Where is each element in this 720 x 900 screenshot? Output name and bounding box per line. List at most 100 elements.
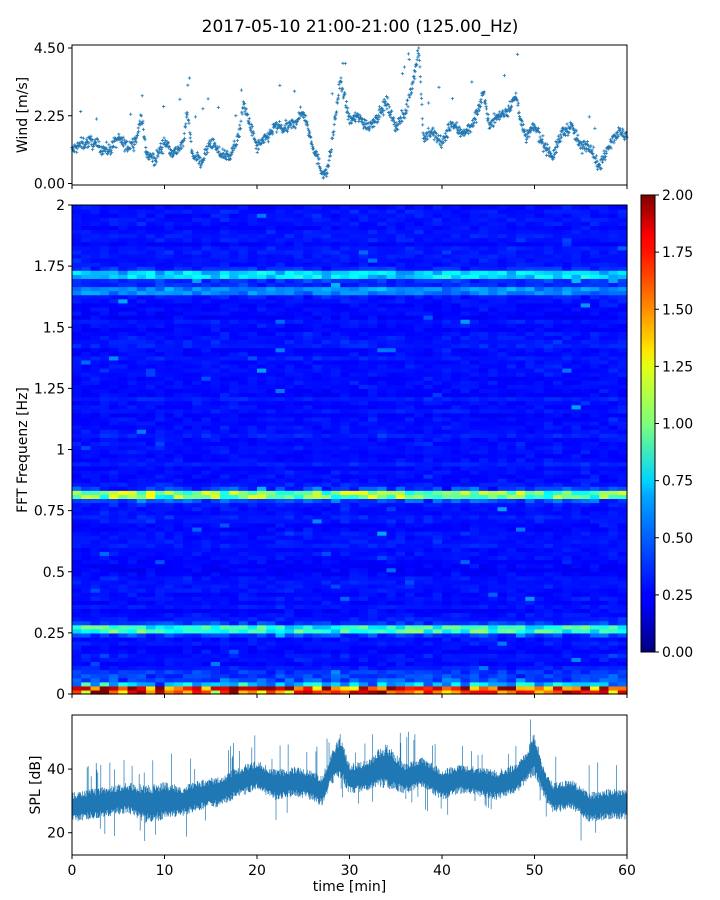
spectrogram-cell [229,628,240,634]
spectrogram-cell [617,543,628,548]
spectrogram-cell [442,490,452,495]
spectrogram-cell [349,469,360,475]
spectrogram-cell [275,641,286,646]
spectrogram-cell [312,473,323,479]
spectrogram-cell [284,661,295,667]
spectrogram-cell [220,685,230,691]
spectrogram-cell [229,478,240,483]
spectrogram-cell [173,510,184,516]
spectrogram-cell [340,575,351,581]
spectrogram-cell [146,494,156,499]
spectrogram-cell [608,592,619,597]
spectrogram-cell [469,555,480,561]
spectrogram-cell [608,571,619,577]
wind-point [201,107,205,111]
spectrogram-cell [247,502,258,508]
spectrogram-cell [497,673,508,679]
spectrogram-cell [201,579,212,585]
spectrogram-cell [590,510,600,516]
spectrogram-cell [312,645,323,650]
spectrogram-cell [469,543,480,548]
spectrogram-cell [146,657,156,662]
spectrogram-cell [395,531,406,536]
spectrogram-cell [321,612,332,618]
spectrogram-cell [146,641,156,646]
spectrogram-cell [238,641,249,646]
spectrogram-cell [469,457,480,463]
spectrogram-cell [432,596,443,601]
spectrogram-cell [368,469,378,475]
spectrogram-cell [479,465,489,471]
spectrogram-cell [479,461,489,467]
spectrogram-cell [229,502,240,508]
spectrogram-cell [90,596,101,601]
spectrogram-cell [164,514,175,520]
spectrogram-cell [229,632,240,638]
spectrogram-cell [590,482,600,487]
spectrogram-cell [312,498,323,504]
spectrogram-cell [99,575,110,581]
spectrogram-cell [414,669,425,675]
spectrogram-cell [543,486,554,491]
spectrogram-cell [164,478,175,483]
spectrogram-cell [136,543,147,548]
wind-point [328,153,332,158]
spectrogram-cell [553,514,563,520]
spectrogram-cell [590,583,600,589]
spectrogram-cell [99,673,110,679]
spectrogram-cell [377,563,388,569]
spectrogram-cell [497,616,508,622]
spectrogram-cell [608,685,619,691]
spectrogram-cell [210,535,221,540]
spectrogram-cell [534,543,545,548]
spectrogram-cell [183,677,193,683]
spectrogram-cell [516,502,526,508]
spectrogram-cell [599,616,610,622]
spectrogram-cell [238,526,249,532]
wind-point [484,107,489,111]
spectrogram-cell [617,506,628,512]
spectrogram-cell [617,490,628,495]
spectrogram-cell [331,478,341,483]
spectrogram-cell [442,559,452,565]
spectrogram-cell [275,543,286,548]
spectrogram-cell [294,563,304,569]
spectrogram-cell [395,473,406,479]
wind-point [412,74,416,78]
spectrogram-cell [284,616,295,622]
spectrogram-cell [451,543,462,548]
spectrogram-cell [127,473,138,479]
spectrogram-cell [303,636,314,642]
spectrogram-cell [118,494,129,499]
spectrogram-cell [127,547,138,552]
spectrogram-cell [266,571,277,577]
spectrogram-cell [266,636,277,642]
wind-y-ticks: 0.002.254.50 [34,41,72,192]
spectrogram-cell [183,535,193,540]
spectrogram-cell [155,539,166,544]
spectrogram-cell [303,685,314,691]
spectrogram-cell [349,482,360,487]
spectrogram-cell [543,453,554,459]
spectrogram-cell [460,665,471,671]
spectrogram-cell [294,502,304,508]
spectrogram-cell [201,461,212,467]
spectrogram-cell [590,592,600,597]
spectrogram-cell [284,506,295,512]
spectrogram-cell [553,616,563,622]
spectrogram-cell [72,624,82,630]
spectrogram-cell [99,518,110,524]
spectrogram-cell [331,665,341,671]
spectrogram-cell [146,518,156,524]
spectrogram-cell [210,624,221,630]
wind-point [134,140,138,144]
spectrogram-cell [146,465,156,471]
spectrogram-cell [164,535,175,540]
spectrogram-cell [562,502,573,508]
spectrogram-cell [617,559,628,565]
spectrogram-cell [377,673,388,679]
spectrogram-cell [118,628,129,634]
spectrogram-cell [109,624,119,630]
spectrogram-cell [201,453,212,459]
spectrogram-cell [497,677,508,683]
